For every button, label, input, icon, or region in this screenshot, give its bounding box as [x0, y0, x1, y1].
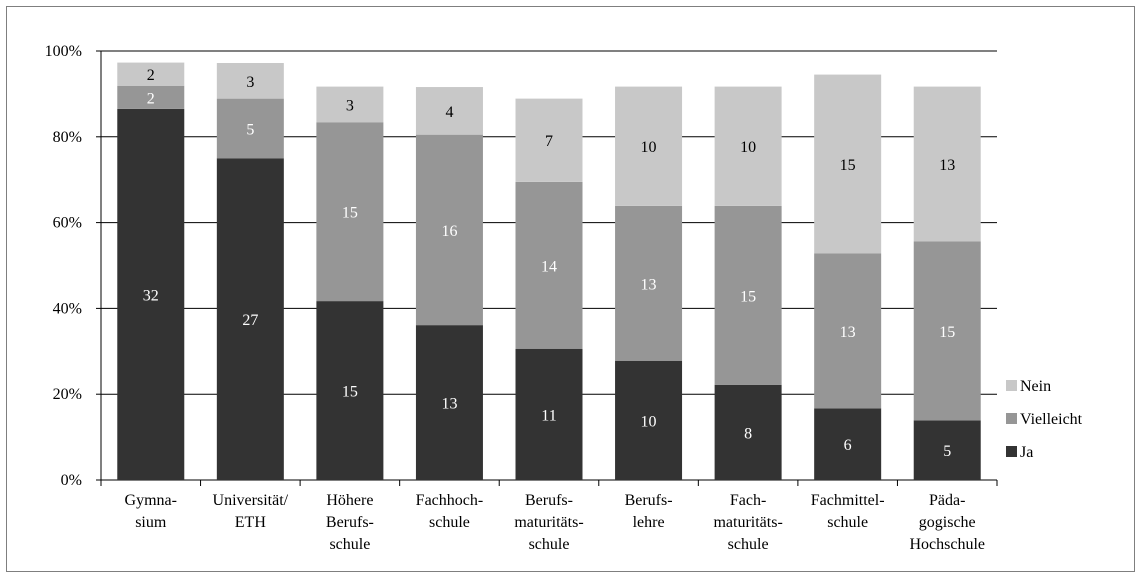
- legend-swatch-vielleicht: [1006, 413, 1017, 424]
- category-label-line: schule: [529, 536, 570, 553]
- legend-label-nein: Nein: [1020, 378, 1051, 395]
- data-label-vielleicht: 15: [342, 205, 358, 222]
- category-label-line: Hochschule: [909, 536, 985, 553]
- y-tick-label: 20%: [53, 386, 82, 403]
- y-tick-label: 40%: [53, 300, 82, 317]
- category-label-line: schule: [827, 514, 868, 531]
- data-label-ja: 32: [143, 287, 159, 304]
- category-label: Universität/ETH: [213, 492, 289, 531]
- data-label-nein: 10: [740, 139, 756, 156]
- category-label-line: gogische: [919, 514, 976, 531]
- bar-vielleicht: [415, 134, 483, 326]
- data-label-ja: 6: [844, 437, 852, 454]
- category-label: Fachmittel-schule: [811, 492, 885, 531]
- y-tick-label: 60%: [53, 215, 82, 232]
- data-label-ja: 13: [441, 396, 457, 413]
- bar-ja: [615, 360, 683, 480]
- y-tick-label: 0%: [61, 472, 82, 489]
- bar-ja: [415, 325, 483, 480]
- legend-label-vielleicht: Vielleicht: [1020, 411, 1083, 428]
- category-label-line: maturitäts-: [713, 514, 782, 531]
- bar-ja: [316, 301, 384, 480]
- category-label-line: Berufs-: [625, 492, 673, 509]
- data-label-vielleicht: 15: [939, 324, 955, 341]
- data-label-ja: 27: [242, 312, 258, 329]
- category-label-line: Fachmittel-: [811, 492, 885, 509]
- data-label-ja: 10: [641, 413, 657, 430]
- category-label-line: Universität/: [213, 492, 289, 509]
- category-label-line: Höhere: [326, 492, 373, 509]
- bar-nein: [117, 62, 185, 86]
- bar-ja: [913, 420, 981, 480]
- data-label-nein: 15: [840, 157, 856, 174]
- bar-nein: [913, 86, 981, 242]
- data-label-ja: 8: [744, 425, 752, 442]
- data-label-ja: 15: [342, 384, 358, 401]
- category-label-line: maturitäts-: [514, 514, 583, 531]
- bar-nein: [216, 63, 284, 99]
- data-label-vielleicht: 16: [441, 223, 457, 240]
- category-label-line: Fach-: [730, 492, 766, 509]
- data-label-nein: 3: [246, 74, 254, 91]
- category-label: Fach-maturitäts-schule: [713, 492, 782, 553]
- y-tick-label: 80%: [53, 129, 82, 146]
- category-label-line: ETH: [235, 514, 267, 531]
- data-label-nein: 2: [147, 67, 155, 84]
- bar-ja: [515, 348, 583, 480]
- category-label: Höhere Berufs-schule: [326, 492, 374, 553]
- category-label-line: Berufs-: [525, 492, 573, 509]
- data-label-nein: 10: [641, 139, 657, 156]
- data-label-nein: 7: [545, 133, 553, 150]
- bar-vielleicht: [117, 85, 185, 109]
- data-label-nein: 13: [939, 157, 955, 174]
- bar-vielleicht: [814, 253, 882, 409]
- bar-nein: [814, 74, 882, 254]
- category-label-line: lehre: [633, 514, 665, 531]
- data-label-vielleicht: 15: [740, 288, 756, 305]
- bar-vielleicht: [714, 205, 782, 385]
- data-label-vielleicht: 13: [641, 276, 657, 293]
- bar-ja: [216, 158, 284, 480]
- category-label-line: Fachhoch-: [416, 492, 484, 509]
- y-tick-label: 100%: [45, 43, 82, 60]
- bar-nein: [615, 86, 683, 206]
- data-label-ja: 11: [541, 407, 556, 424]
- data-label-ja: 5: [943, 443, 951, 460]
- bar-nein: [515, 98, 583, 182]
- legend-label-ja: Ja: [1020, 444, 1033, 461]
- bar-ja: [117, 108, 185, 480]
- category-label-line: sium: [135, 514, 167, 531]
- bar-vielleicht: [913, 241, 981, 421]
- category-label-line: Gymna-: [125, 492, 177, 509]
- data-label-vielleicht: 13: [840, 324, 856, 341]
- category-label-line: schule: [429, 514, 470, 531]
- bar-vielleicht: [615, 205, 683, 361]
- category-label: Gymna-sium: [125, 492, 177, 531]
- bar-nein: [316, 86, 384, 123]
- bar-nein: [714, 86, 782, 206]
- data-label-vielleicht: 2: [147, 90, 155, 107]
- category-label-line: Päda-: [929, 492, 965, 509]
- category-label-line: schule: [329, 536, 370, 553]
- category-label: Päda-gogische Hochschule: [909, 492, 985, 553]
- data-label-vielleicht: 5: [246, 121, 254, 138]
- category-label: Berufs-maturitäts-schule: [514, 492, 583, 553]
- data-label-nein: 4: [445, 104, 453, 121]
- category-label-line: schule: [728, 536, 769, 553]
- bar-ja: [814, 408, 882, 480]
- category-label: Berufs-lehre: [625, 492, 673, 531]
- category-label: Fachhoch-schule: [416, 492, 484, 531]
- data-label-nein: 3: [346, 97, 354, 114]
- bar-nein: [415, 87, 483, 135]
- legend-swatch-ja: [1006, 446, 1017, 457]
- legend-swatch-nein: [1006, 380, 1017, 391]
- bar-ja: [714, 384, 782, 480]
- bar-vielleicht: [515, 181, 583, 349]
- data-label-vielleicht: 14: [541, 258, 557, 275]
- bar-vielleicht: [316, 122, 384, 302]
- bar-vielleicht: [216, 98, 284, 159]
- category-label-line: Berufs-: [326, 514, 374, 531]
